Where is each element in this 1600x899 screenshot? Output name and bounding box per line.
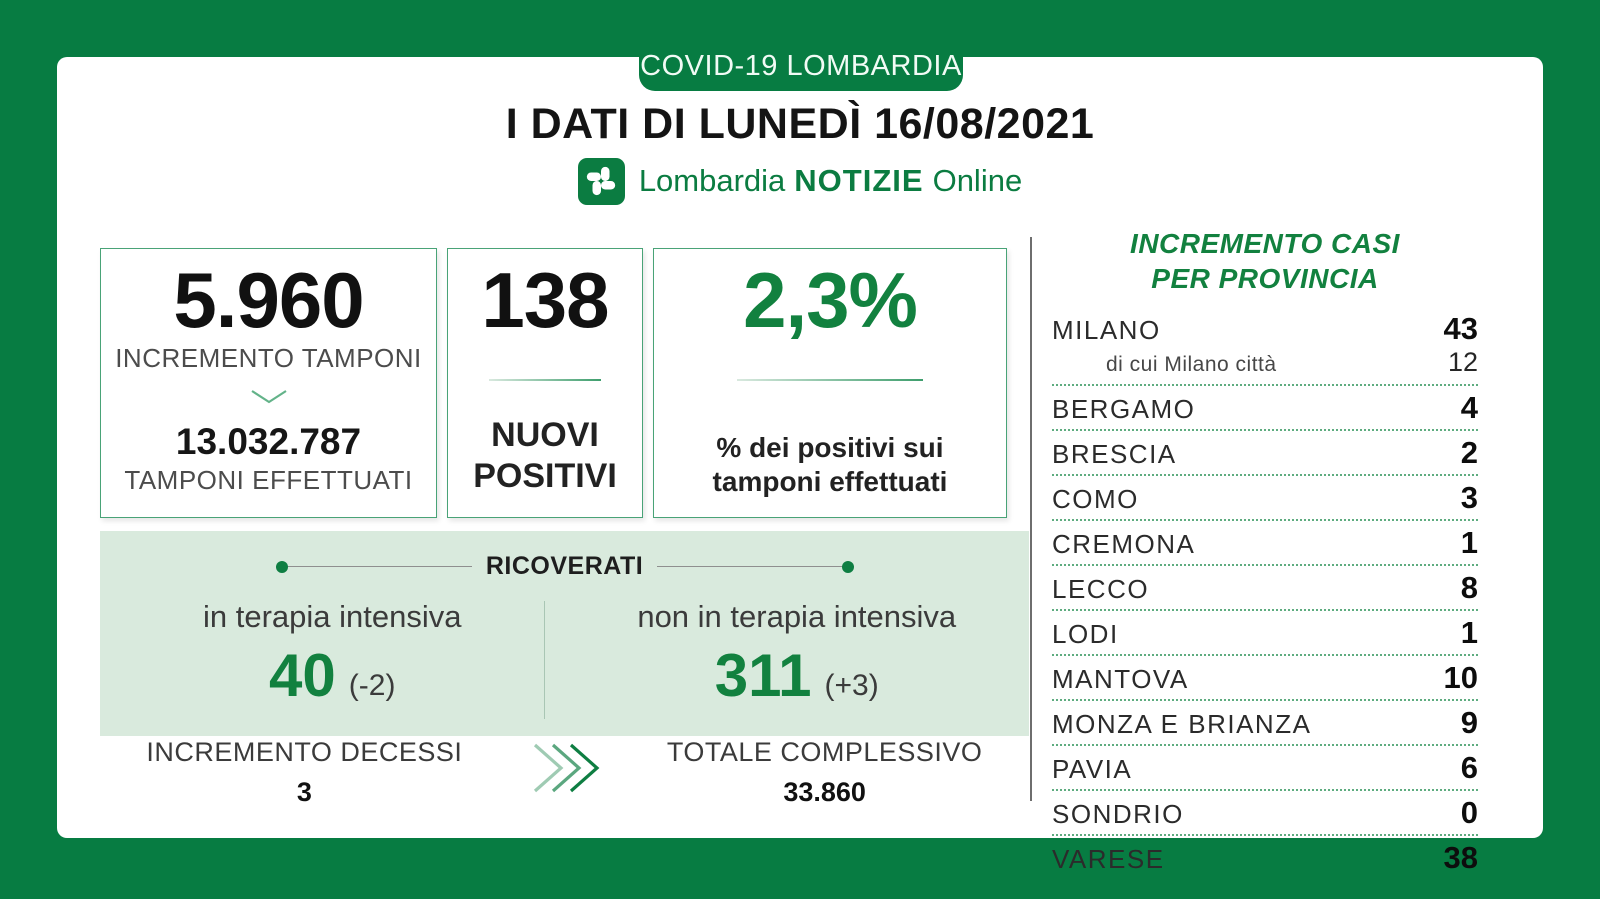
terapia-intensiva-label: in terapia intensiva bbox=[203, 599, 462, 634]
green-dot-icon bbox=[841, 560, 854, 573]
chevron-down-icon bbox=[249, 388, 289, 411]
province-row-bergamo: BERGAMO 4 bbox=[1052, 386, 1478, 431]
ricoverati-title: RICOVERATI bbox=[485, 552, 644, 580]
covid-lombardia-badge: COVID-19 LOMBARDIA bbox=[639, 0, 963, 91]
card-nuovi-positivi: 138 NUOVI POSITIVI bbox=[447, 248, 643, 518]
triple-chevron-right-icon bbox=[509, 737, 621, 797]
header-line bbox=[657, 566, 842, 567]
province-row-como: COMO 3 bbox=[1052, 476, 1478, 521]
incremento-tamponi-label: INCREMENTO TAMPONI bbox=[115, 342, 422, 373]
ricoverati-header: RICOVERATI bbox=[275, 552, 854, 581]
non-terapia-intensiva-label: non in terapia intensiva bbox=[637, 599, 957, 634]
card-percentuale-positivi: 2,3% % dei positivi sui tamponi effettua… bbox=[653, 248, 1007, 518]
province-row-brescia: BRESCIA 2 bbox=[1052, 431, 1478, 476]
province-row-pavia: PAVIA 6 bbox=[1052, 746, 1478, 791]
tamponi-effettuati-label: TAMPONI EFFETTUATI bbox=[124, 464, 413, 495]
logo-suffix: Online bbox=[932, 163, 1023, 198]
bottom-summary-row: INCREMENTO DECESSI 3 TOTALE COMPLESSIVO … bbox=[100, 737, 1029, 808]
rosa-camuna-icon bbox=[577, 157, 625, 205]
green-dot-icon bbox=[275, 560, 288, 573]
ricoverati-body: in terapia intensiva 40 (-2) non in tera… bbox=[100, 599, 1030, 709]
percentuale-value: 2,3% bbox=[743, 256, 918, 344]
province-row-milano: MILANO 43 bbox=[1052, 311, 1478, 346]
badge-label: COVID-19 LOMBARDIA bbox=[640, 50, 962, 82]
non-terapia-intensiva-value: 311 bbox=[714, 642, 812, 709]
card-divider-line bbox=[489, 378, 601, 381]
logo-brand: NOTIZIE bbox=[794, 163, 924, 198]
province-row-sondrio: SONDRIO 0 bbox=[1052, 791, 1478, 836]
province-panel: INCREMENTO CASI PER PROVINCIA MILANO 43 … bbox=[1052, 226, 1478, 879]
ricoverati-panel: RICOVERATI in terapia intensiva 40 (-2) … bbox=[100, 531, 1029, 736]
terapia-intensiva-value: 40 bbox=[269, 642, 336, 709]
terapia-intensiva-delta: (-2) bbox=[348, 669, 396, 702]
column-divider bbox=[1030, 237, 1032, 801]
province-row-mantova: MANTOVA 10 bbox=[1052, 656, 1478, 701]
logo-text: Lombardia NOTIZIE Online bbox=[639, 163, 1022, 199]
ricoverati-vertical-divider bbox=[544, 601, 546, 719]
non-terapia-intensiva-delta: (+3) bbox=[824, 669, 879, 702]
lombardia-notizie-logo: Lombardia NOTIZIE Online bbox=[57, 155, 1543, 207]
totale-complessivo-block: TOTALE COMPLESSIVO 33.860 bbox=[620, 737, 1029, 808]
card-divider-line bbox=[737, 378, 923, 381]
non-terapia-intensiva-block: non in terapia intensiva 311 (+3) bbox=[565, 599, 1030, 709]
incremento-decessi-value: 3 bbox=[296, 777, 312, 807]
logo-region: Lombardia bbox=[638, 163, 786, 198]
province-title: INCREMENTO CASI PER PROVINCIA bbox=[1130, 228, 1400, 294]
totale-complessivo-label: TOTALE COMPLESSIVO bbox=[666, 737, 983, 767]
percentuale-label: % dei positivi sui tamponi effettuati bbox=[712, 431, 948, 497]
incremento-decessi-label: INCREMENTO DECESSI bbox=[146, 737, 463, 767]
province-row-varese: VARESE 38 bbox=[1052, 840, 1478, 875]
nuovi-positivi-value: 138 bbox=[481, 256, 609, 344]
incremento-tamponi-value: 5.960 bbox=[173, 256, 364, 344]
header-line bbox=[287, 566, 472, 567]
terapia-intensiva-block: in terapia intensiva 40 (-2) bbox=[100, 599, 565, 709]
stat-cards-row: 5.960 INCREMENTO TAMPONI 13.032.787 TAMP… bbox=[100, 248, 1007, 518]
province-row-lodi: LODI 1 bbox=[1052, 611, 1478, 656]
nuovi-positivi-label: NUOVI POSITIVI bbox=[473, 415, 617, 496]
card-tamponi: 5.960 INCREMENTO TAMPONI 13.032.787 TAMP… bbox=[100, 248, 437, 518]
province-row-lecco: LECCO 8 bbox=[1052, 566, 1478, 611]
incremento-decessi-block: INCREMENTO DECESSI 3 bbox=[100, 737, 509, 808]
province-row-monza-e-brianza: MONZA E BRIANZA 9 bbox=[1052, 701, 1478, 746]
province-row-cremona: CREMONA 1 bbox=[1052, 521, 1478, 566]
totale-complessivo-value: 33.860 bbox=[783, 777, 866, 807]
tamponi-effettuati-value: 13.032.787 bbox=[175, 420, 362, 462]
province-row-milano-citta: di cui Milano città 12 bbox=[1052, 347, 1478, 386]
page-title: I DATI DI LUNEDÌ 16/08/2021 bbox=[505, 100, 1095, 148]
